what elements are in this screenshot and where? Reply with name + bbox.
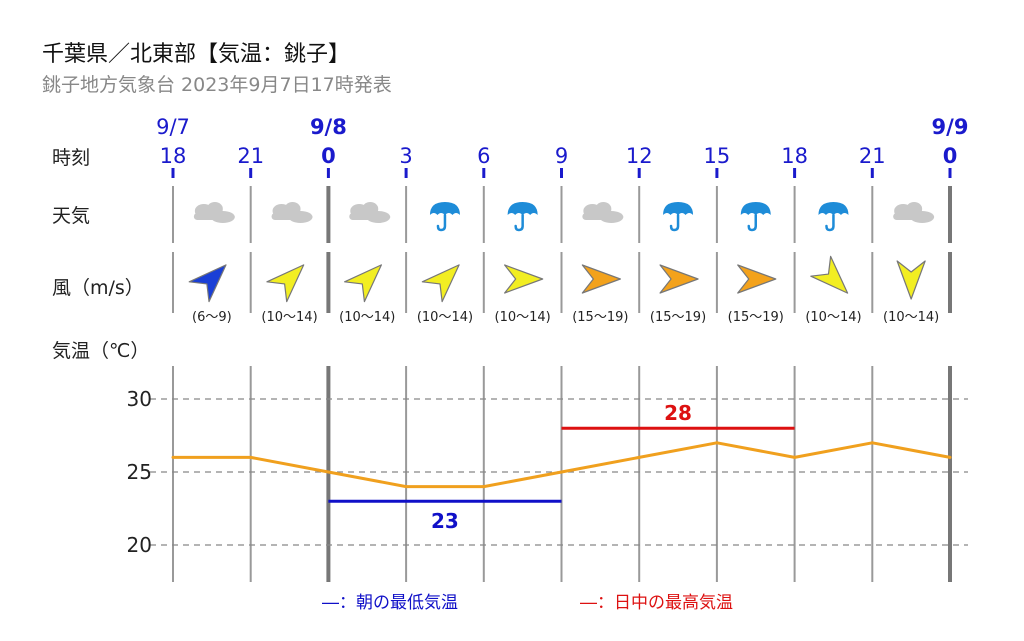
hour-tick-label: 18 [781,144,808,168]
hour-tick-label: 21 [237,144,264,168]
umbrella-icon [429,202,460,232]
row-label-temp: 気温（℃） [52,340,149,362]
wind-speed-label: (10～14) [261,310,317,325]
hour-tick-label: 6 [477,144,490,168]
temperature-point [482,485,486,489]
wind-arrow-icon [896,260,926,300]
wind-arrow-icon [266,264,305,303]
wind-arrow-icon [581,264,621,294]
wind-speed-label: (15～19) [728,310,784,325]
y-tick-label: 30 [127,387,152,411]
wind-arrow-icon [504,264,544,294]
cloud-icon [193,202,235,223]
wind-arrow-icon [659,264,699,294]
hour-tick-label: 15 [704,144,731,168]
y-tick-label: 25 [127,460,152,484]
temperature-point [948,455,952,459]
max-temp-label: 28 [664,401,692,425]
row-label-weather: 天気 [52,205,90,227]
wind-speed-label: (15～19) [572,310,628,325]
umbrella-icon [818,202,849,232]
temperature-point [404,485,408,489]
cloud-icon [893,202,935,223]
temperature-point [249,455,253,459]
cloud-icon [349,202,391,223]
wind-speed-label: (10～14) [805,310,861,325]
wind-speed-label: (10～14) [339,310,395,325]
date-label: 9/8 [310,115,347,139]
wind-arrow-icon [810,255,849,294]
wind-arrow-icon [737,264,777,294]
hour-tick-label: 3 [399,144,412,168]
wind-speed-label: (15～19) [650,310,706,325]
cloud-icon [271,202,313,223]
umbrella-icon [507,202,538,232]
page-title: 千葉県／北東部【気温：銚子】 [42,42,351,67]
wind-speed-label: (10～14) [417,310,473,325]
umbrella-icon [663,202,694,232]
date-label: 9/7 [156,115,190,139]
hour-tick-label: 0 [321,144,336,168]
page-subtitle: 銚子地方気象台 2023年9月7日17時発表 [42,74,392,96]
hour-tick-label: 0 [943,144,958,168]
wind-speed-label: (10～14) [495,310,551,325]
hour-tick-label: 9 [555,144,568,168]
legend-min-label: ―：朝の最低気温 [322,593,458,613]
wind-speed-label: (6～9) [192,310,232,325]
temperature-point [560,470,563,474]
temperature-point [326,470,330,474]
wind-speed-label: (10～14) [883,310,939,325]
temperature-point [637,455,641,459]
legend-max-label: ―：日中の最高気温 [580,593,733,613]
hour-tick-label: 21 [859,144,886,168]
row-label-wind: 風（m/s） [52,277,144,299]
cloud-icon [582,202,624,223]
temperature-point [870,441,874,445]
date-label: 9/9 [932,115,969,139]
hour-tick-label: 18 [160,144,187,168]
temperature-point [793,455,797,459]
umbrella-icon [740,202,771,232]
wind-arrow-icon [344,264,382,303]
wind-arrow-icon [421,264,460,303]
y-tick-label: 20 [127,533,152,557]
wind-arrow-icon [188,264,227,303]
hour-tick-label: 12 [626,144,653,168]
temperature-point [171,455,175,459]
row-label-time: 時刻 [52,147,90,169]
min-temp-label: 23 [431,509,459,533]
temperature-point [715,441,719,445]
